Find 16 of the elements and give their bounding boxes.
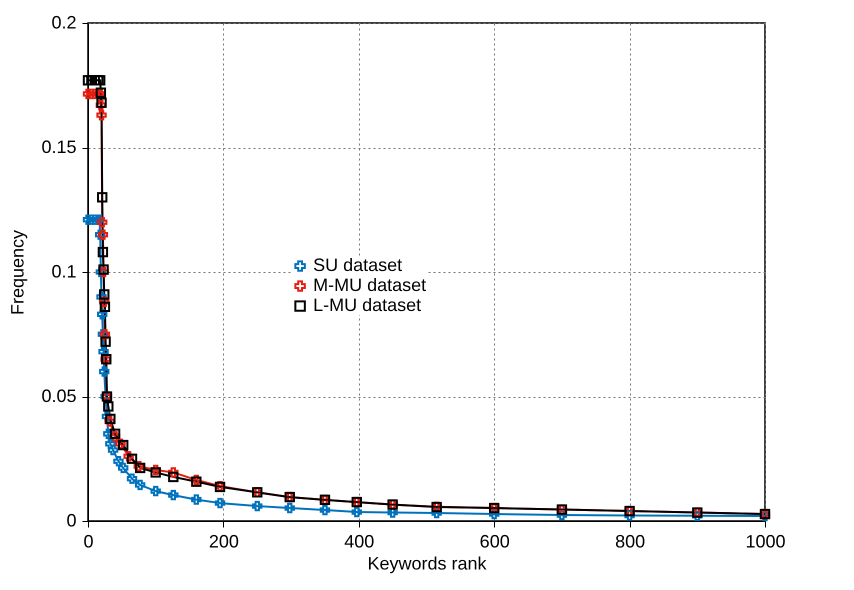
y-tick-label: 0.2	[51, 12, 76, 32]
legend-label: M-MU dataset	[313, 275, 426, 296]
y-tick-label: 0.15	[41, 137, 76, 157]
x-axis-title: Keywords rank	[367, 554, 488, 574]
x-tick-label: 600	[480, 532, 510, 552]
legend-label: SU dataset	[313, 255, 402, 276]
x-tick-label: 0	[83, 532, 94, 552]
x-tick-label: 800	[615, 532, 646, 552]
y-tick-label: 0.05	[41, 386, 76, 406]
x-tick-label: 200	[208, 532, 239, 552]
y-tick-label: 0.1	[51, 262, 76, 282]
y-axis-title: Frequency	[7, 230, 28, 316]
y-tick-label: 0	[66, 510, 76, 530]
x-tick-label: 400	[344, 532, 374, 552]
x-tick-label: 1000	[745, 532, 786, 552]
legend-label: L-MU dataset	[313, 295, 422, 316]
